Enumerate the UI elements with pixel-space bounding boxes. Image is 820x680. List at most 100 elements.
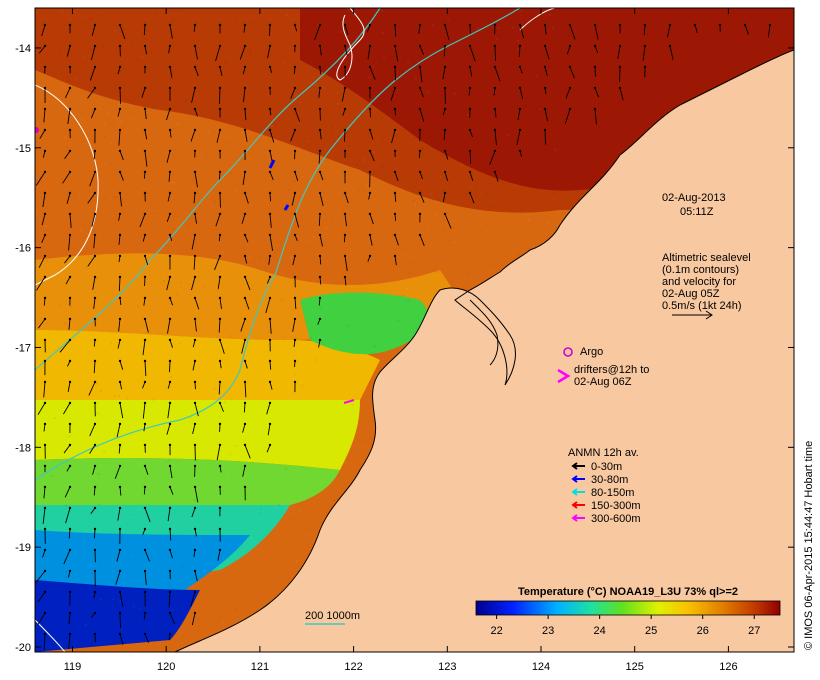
speckle-pixel xyxy=(82,55,85,58)
speckle-pixel xyxy=(346,324,349,327)
velocity-arrow xyxy=(442,192,446,203)
speckle-pixel xyxy=(167,71,170,74)
speckle-pixel xyxy=(284,467,287,470)
speckle-pixel xyxy=(84,623,87,626)
ssh-contours xyxy=(35,8,556,652)
velocity-arrow xyxy=(442,66,446,80)
sealevel-note: Altimetric sealevel (0.1m contours) and … xyxy=(662,252,751,320)
lon-tick-label: 126 xyxy=(719,661,737,673)
lon-tick-label: 125 xyxy=(626,661,644,673)
velocity-arrow xyxy=(117,66,121,75)
velocity-arrow xyxy=(494,129,497,146)
velocity-arrow xyxy=(67,108,71,124)
speckle-pixel xyxy=(118,103,121,106)
velocity-arrow xyxy=(93,339,96,347)
speckle-pixel xyxy=(156,209,159,212)
velocity-arrow xyxy=(269,381,273,390)
speckle-pixel xyxy=(38,493,41,496)
speckle-pixel xyxy=(162,279,165,282)
velocity-arrow xyxy=(643,24,646,36)
velocity-arrow xyxy=(444,24,450,41)
svg-text:02-Aug 06Z: 02-Aug 06Z xyxy=(574,376,632,388)
speckle-pixel xyxy=(201,286,204,289)
speckle-pixel xyxy=(92,200,95,203)
speckle-pixel xyxy=(248,255,251,258)
isobath-1000m xyxy=(35,8,521,481)
velocity-arrow xyxy=(191,612,196,626)
speckle-pixel xyxy=(292,180,295,183)
speckle-pixel xyxy=(221,496,224,499)
velocity-arrow xyxy=(344,192,349,204)
velocity-arrow xyxy=(519,150,523,157)
velocity-arrow xyxy=(215,213,221,227)
speckle-pixel xyxy=(129,117,132,120)
speckle-pixel xyxy=(362,159,365,162)
velocity-arrow xyxy=(214,255,221,271)
argo-float-marker xyxy=(35,127,39,133)
velocity-arrow xyxy=(194,402,199,417)
speckle-pixel xyxy=(187,223,190,226)
velocity-arrow xyxy=(142,402,146,419)
speckle-pixel xyxy=(272,417,275,420)
speckle-pixel xyxy=(251,536,254,539)
velocity-arrow xyxy=(269,150,273,163)
speckle-pixel xyxy=(407,299,410,302)
velocity-arrow xyxy=(43,297,46,306)
speckle-pixel xyxy=(479,230,482,233)
speckle-pixel xyxy=(102,105,105,108)
velocity-arrow xyxy=(118,318,121,332)
velocity-arrow xyxy=(93,234,96,249)
velocity-arrow xyxy=(544,66,548,76)
velocity-arrow xyxy=(243,24,246,33)
speckle-pixel xyxy=(191,337,194,340)
velocity-arrow xyxy=(239,45,246,60)
velocity-arrow xyxy=(418,24,421,34)
velocity-arrow xyxy=(269,108,272,116)
velocity-arrow xyxy=(37,591,46,603)
velocity-arrow xyxy=(169,465,173,479)
velocity-arrow xyxy=(468,87,471,96)
velocity-arrow xyxy=(166,213,171,222)
colorbar-tick-label: 26 xyxy=(697,625,709,637)
velocity-arrow xyxy=(117,339,121,349)
speckle-pixel xyxy=(259,513,262,516)
velocity-arrow xyxy=(244,108,247,121)
velocity-arrow xyxy=(318,150,321,164)
velocity-arrow xyxy=(293,66,296,74)
speckle-pixel xyxy=(112,122,115,125)
velocity-arrow xyxy=(394,24,397,37)
velocity-arrow xyxy=(36,276,46,291)
speckle-pixel xyxy=(363,156,366,159)
speckle-pixel xyxy=(193,499,196,502)
velocity-arrow xyxy=(594,108,597,125)
speckle-pixel xyxy=(336,91,339,94)
velocity-arrow xyxy=(194,108,198,117)
speckle-pixel xyxy=(356,164,359,167)
speckle-pixel xyxy=(402,294,405,297)
velocity-arrow xyxy=(89,444,96,454)
speckle-pixel xyxy=(347,145,350,148)
speckle-pixel xyxy=(169,376,172,379)
speckle-pixel xyxy=(521,8,524,11)
lat-tick-label: -19 xyxy=(15,542,31,554)
velocity-arrow xyxy=(93,150,96,160)
speckle-pixel xyxy=(192,179,195,182)
velocity-arrow xyxy=(218,234,221,242)
velocity-arrow xyxy=(190,129,196,142)
speckle-pixel xyxy=(151,51,154,54)
velocity-arrow xyxy=(319,129,322,140)
velocity-arrow xyxy=(394,45,399,62)
velocity-arrow xyxy=(489,150,496,165)
velocity-arrow xyxy=(219,339,225,354)
credit-label: © IMOS 06-Apr-2015 15:44:47 Hobart time xyxy=(803,441,815,650)
speckle-pixel xyxy=(94,148,97,151)
velocity-arrow xyxy=(443,129,446,140)
speckle-pixel xyxy=(129,513,132,516)
speckle-pixel xyxy=(278,503,281,506)
date-label: 02-Aug-2013 xyxy=(662,192,726,204)
velocity-arrow xyxy=(37,318,46,329)
velocity-arrow xyxy=(294,213,300,228)
velocity-arrow xyxy=(544,24,547,35)
velocity-arrow xyxy=(167,402,171,419)
lon-tick-label: 122 xyxy=(344,661,362,673)
